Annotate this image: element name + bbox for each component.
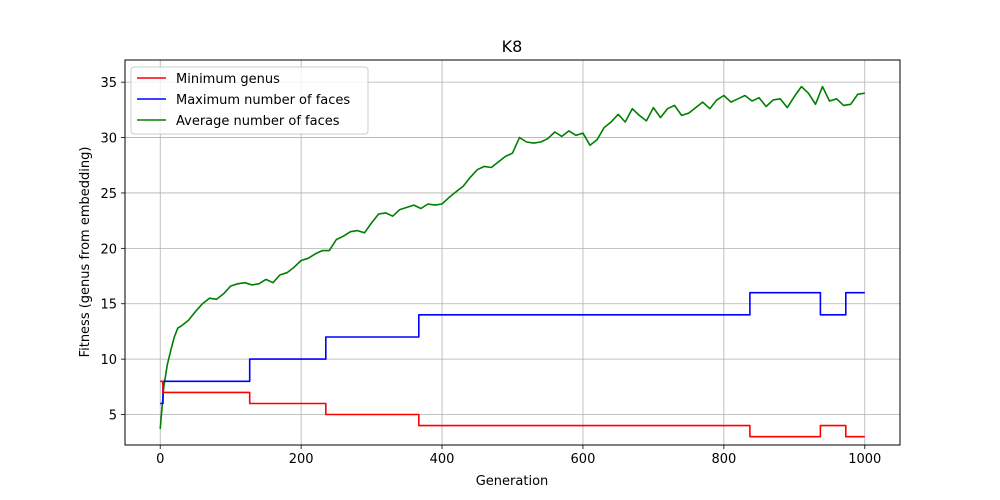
series-line-average-number-of-faces <box>159 85 865 429</box>
legend-entry-average-number-of-faces: Average number of faces <box>137 114 340 129</box>
legend-box <box>130 66 369 135</box>
grid-lines <box>125 60 900 445</box>
y-tick-label: 25 <box>100 187 117 202</box>
y-tick-label: 30 <box>100 132 117 147</box>
x-tick-label: 0 <box>156 452 164 467</box>
legend-label-average-number-of-faces: Average number of faces <box>176 114 340 129</box>
series-lines <box>159 85 865 438</box>
x-tick-label: 200 <box>289 452 314 467</box>
x-tick-label: 800 <box>711 452 736 467</box>
x-tick-label: 1000 <box>848 452 881 467</box>
chart-title: K8 <box>502 37 523 56</box>
x-axis-label: Generation <box>476 474 549 489</box>
y-tick-label: 35 <box>100 76 117 91</box>
legend-entry-minimum-genus: Minimum genus <box>137 72 280 87</box>
y-tick-label: 15 <box>100 298 117 313</box>
y-tick-label: 10 <box>100 353 117 368</box>
x-tick-label: 600 <box>571 452 596 467</box>
legend: Minimum genus Maximum number of faces Av… <box>130 66 369 135</box>
legend-entry-maximum-number-of-faces: Maximum number of faces <box>137 93 350 108</box>
x-tick-label: 400 <box>430 452 455 467</box>
plot-frame <box>124 59 901 446</box>
y-axis-ticks: 5 10 15 20 25 30 35 <box>100 76 125 424</box>
y-axis-label: Fitness (genus from embedding) <box>78 147 93 358</box>
y-tick-label: 5 <box>109 409 117 424</box>
legend-label-maximum-number-of-faces: Maximum number of faces <box>176 93 350 108</box>
legend-label-minimum-genus: Minimum genus <box>176 72 280 87</box>
x-axis-ticks: 0 200 400 600 800 1000 <box>156 445 881 467</box>
series-line-minimum-genus <box>160 380 865 438</box>
y-tick-label: 20 <box>100 242 117 257</box>
series-line-maximum-number-of-faces <box>160 291 865 405</box>
